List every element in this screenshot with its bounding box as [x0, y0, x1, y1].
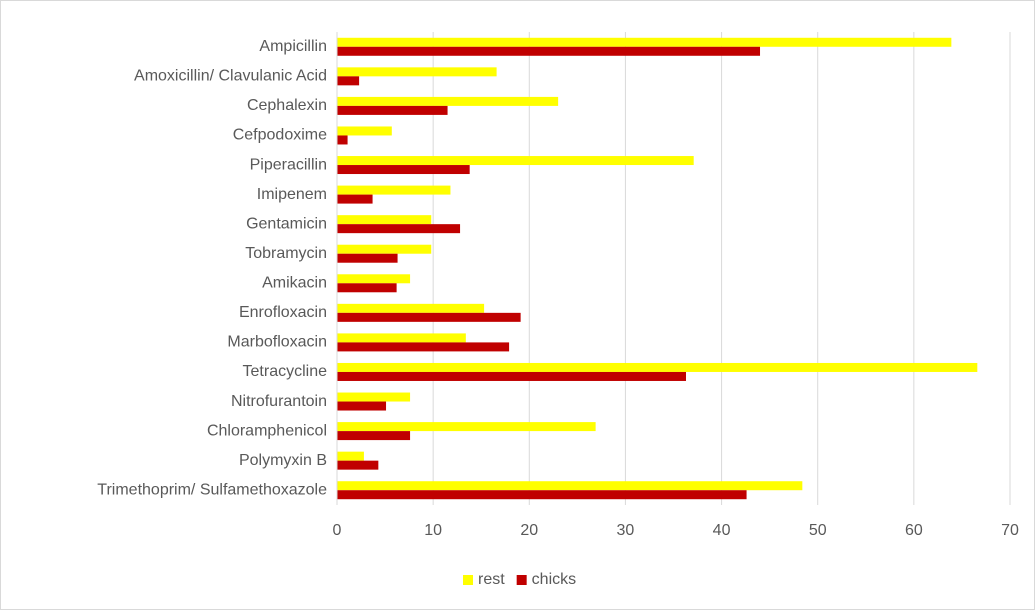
legend-label: chicks [532, 571, 576, 588]
bar [337, 274, 411, 284]
bar [337, 392, 411, 402]
bar [337, 481, 803, 491]
y-tick-label: Polymyxin B [239, 452, 327, 469]
x-tick-label: 70 [1001, 522, 1019, 539]
bar [337, 156, 694, 166]
bar [337, 283, 397, 293]
y-tick-label: Enrofloxacin [239, 304, 327, 321]
x-tick-label: 20 [520, 522, 538, 539]
y-tick-label: Chloramphenicol [207, 422, 327, 439]
bar [337, 460, 379, 470]
bar [337, 401, 387, 411]
y-tick-label: Piperacillin [250, 156, 327, 173]
y-tick-label: Trimethoprim/ Sulfamethoxazole [97, 481, 327, 498]
y-tick-label: Amoxicillin/ Clavulanic Acid [134, 68, 327, 85]
bar [337, 342, 510, 352]
y-tick-label: Imipenem [257, 186, 327, 203]
bar [337, 431, 411, 441]
y-tick-label: Tetracycline [243, 363, 328, 380]
bar [337, 451, 364, 461]
bar [337, 37, 952, 47]
x-tick-label: 60 [905, 522, 923, 539]
bar [337, 215, 432, 225]
bar [337, 490, 747, 500]
legend-swatch [516, 575, 527, 585]
bar [337, 194, 373, 204]
bar [337, 362, 978, 372]
y-tick-label: Ampicillin [259, 38, 327, 55]
y-tick-label: Amikacin [262, 275, 327, 292]
legend-swatch [463, 575, 473, 585]
bar [337, 371, 686, 381]
y-tick-label: Cephalexin [247, 97, 327, 114]
x-tick-label: 0 [333, 522, 342, 539]
y-tick-label: Tobramycin [245, 245, 327, 262]
bar [337, 105, 448, 115]
bar [337, 96, 559, 106]
y-tick-label: Cefpodoxime [233, 127, 327, 144]
bar [337, 185, 451, 195]
y-tick-label: Nitrofurantoin [231, 393, 327, 410]
bar [337, 422, 596, 432]
bar [337, 46, 761, 56]
bar [337, 224, 461, 234]
bar [337, 333, 466, 343]
bar [337, 126, 392, 136]
bar [337, 165, 470, 175]
legend-label: rest [478, 571, 505, 588]
bar [337, 67, 497, 77]
bar [337, 244, 432, 254]
bar [337, 303, 485, 313]
bar [337, 253, 398, 263]
y-tick-label: Gentamicin [246, 215, 327, 232]
bar [337, 76, 360, 86]
bar [337, 135, 348, 145]
x-tick-label: 50 [809, 522, 827, 539]
bar [337, 312, 521, 322]
x-tick-label: 40 [713, 522, 731, 539]
x-tick-label: 30 [617, 522, 635, 539]
y-tick-label: Marbofloxacin [227, 334, 327, 351]
x-tick-label: 10 [424, 522, 442, 539]
